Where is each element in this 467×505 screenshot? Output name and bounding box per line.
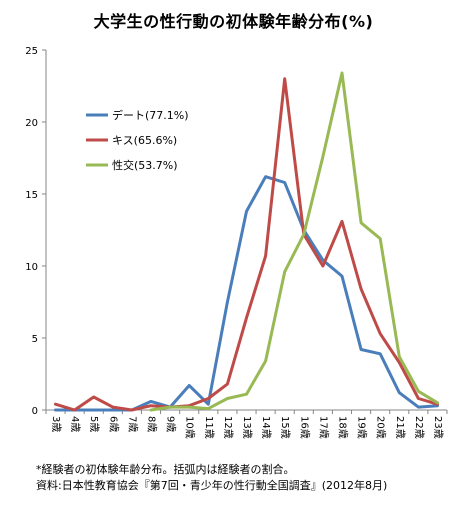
x-tick-label: 12歳 bbox=[222, 416, 234, 439]
x-tick-label: 17歳 bbox=[317, 416, 329, 439]
series-line bbox=[54, 175, 439, 412]
x-tick-label: 15歳 bbox=[279, 416, 291, 439]
legend-label: キス(65.6%) bbox=[112, 134, 177, 147]
y-tick-label: 15 bbox=[25, 190, 38, 201]
chart-title: 大学生の性行動の初体験年齢分布(%) bbox=[93, 12, 374, 31]
x-tick-label: 7歳 bbox=[126, 416, 138, 432]
x-tick-label: 19歳 bbox=[356, 416, 368, 439]
x-tick-label: 3歳 bbox=[50, 416, 62, 432]
legend-label: 性交(53.7%) bbox=[112, 158, 178, 172]
series-line bbox=[54, 77, 439, 412]
legend: デート(77.1%) キス(65.6%) 性交(53.7%) bbox=[86, 108, 189, 172]
source-note: 資料:日本性教育協会『第7回・青少年の性行動全国調査』(2012年8月) bbox=[36, 479, 388, 492]
x-tick-label: 11歳 bbox=[203, 416, 215, 439]
y-tick-label: 5 bbox=[32, 334, 38, 345]
x-tick-label: 13歳 bbox=[241, 416, 253, 439]
legend-label: デート(77.1%) bbox=[112, 108, 189, 122]
x-tick-label: 23歳 bbox=[432, 416, 444, 439]
series-line bbox=[149, 71, 439, 412]
x-tick-label: 5歳 bbox=[88, 416, 100, 432]
x-tick-label: 9歳 bbox=[165, 416, 177, 432]
x-tick-label: 18歳 bbox=[336, 416, 348, 439]
x-tick-label: 20歳 bbox=[375, 416, 387, 439]
x-tick-label: 4歳 bbox=[69, 416, 81, 432]
footnote: *経験者の初体験年齢分布。括弧内は経験者の割合。 bbox=[36, 463, 295, 476]
x-tick-label: 14歳 bbox=[260, 416, 272, 439]
y-tick-label: 20 bbox=[25, 118, 38, 129]
series-lines bbox=[54, 71, 439, 412]
x-tick-label: 22歳 bbox=[413, 416, 425, 439]
x-tick-label: 16歳 bbox=[298, 416, 310, 439]
y-tick-label: 0 bbox=[32, 406, 38, 417]
axes: 0 5 10 15 20 25 3歳 4歳 5歳 6歳 7歳 8歳 9歳 10歳 11歳 12歳 13歳 14歳 1… bbox=[25, 46, 448, 439]
x-tick-label: 10歳 bbox=[184, 416, 196, 439]
x-tick-label: 6歳 bbox=[107, 416, 119, 432]
x-tick-label: 21歳 bbox=[394, 416, 406, 439]
y-tick-label: 10 bbox=[25, 262, 38, 273]
y-tick-label: 25 bbox=[25, 46, 38, 57]
x-tick-label: 8歳 bbox=[146, 416, 158, 432]
